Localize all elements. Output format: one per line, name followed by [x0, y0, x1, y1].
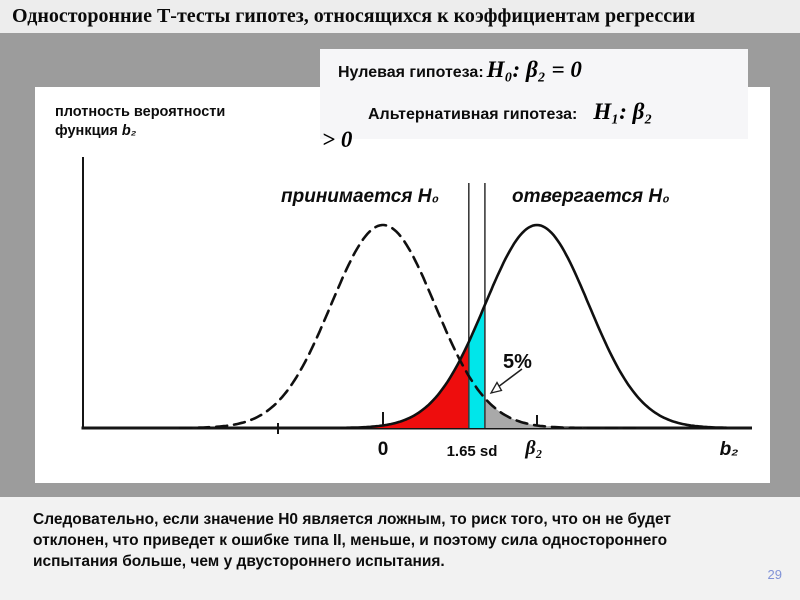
x-label-b2: b₂	[719, 439, 739, 460]
conclusion-text: Следовательно, если значение Н0 является…	[33, 509, 671, 572]
reject-h0-label: отвергается H₀	[512, 186, 670, 207]
alt-hypothesis-row: Альтернативная гипотеза: H₁: β₂	[368, 99, 652, 125]
alt-hypothesis-formula: H₁: β₂	[593, 99, 653, 124]
accept-h0-label: принимается H₀	[281, 186, 439, 207]
five-percent-arrow	[489, 368, 523, 394]
y-axis-label: плотность вероятности функция b₂	[55, 103, 225, 141]
page-number: 29	[767, 567, 782, 582]
conclusion-section: Следовательно, если значение Н0 является…	[0, 497, 800, 600]
distribution-chart	[81, 157, 752, 434]
x-label-critical: 1.65 sd	[446, 443, 498, 460]
region-alpha-5-percent	[484, 398, 584, 428]
conclusion-line1: Следовательно, если значение Н0 является…	[33, 511, 671, 528]
y-axis-label-line2: функция b₂	[55, 123, 137, 139]
five-percent-label: 5%	[503, 351, 532, 373]
curve-dashed	[178, 223, 640, 430]
conclusion-line3: испытания больше, чем у двустороннего ис…	[33, 553, 445, 570]
arrow-head	[489, 381, 503, 394]
x-label-beta2: β₂	[525, 437, 543, 459]
x-label-zero: 0	[377, 439, 389, 460]
y-axis-label-line1: плотность вероятности	[55, 104, 226, 120]
alt-hypothesis-label: Альтернативная гипотеза:	[368, 106, 578, 123]
region-type-2-error	[341, 341, 469, 428]
distribution-figure-panel: плотность вероятности функция b₂ принима…	[35, 87, 770, 483]
curves-and-regions	[178, 183, 728, 430]
null-hypothesis-formula: H₀: β₂ = 0	[486, 57, 582, 82]
page-title: Односторонние Т-тесты гипотез, относящих…	[12, 5, 696, 27]
null-hypothesis-row: Нулевая гипотеза: H₀: β₂ = 0	[338, 57, 582, 83]
title-bar: Односторонние Т-тесты гипотез, относящих…	[0, 0, 800, 33]
null-hypothesis-label: Нулевая гипотеза:	[338, 64, 484, 81]
b2-symbol: b₂	[121, 123, 137, 139]
curve-solid	[340, 223, 728, 430]
conclusion-line2: отклонен, что приведет к ошибке типа II,…	[33, 532, 668, 549]
alt-hypothesis-formula-wrap: > 0	[322, 127, 353, 152]
hypothesis-box: Нулевая гипотеза: H₀: β₂ = 0 Альтернатив…	[320, 49, 748, 139]
